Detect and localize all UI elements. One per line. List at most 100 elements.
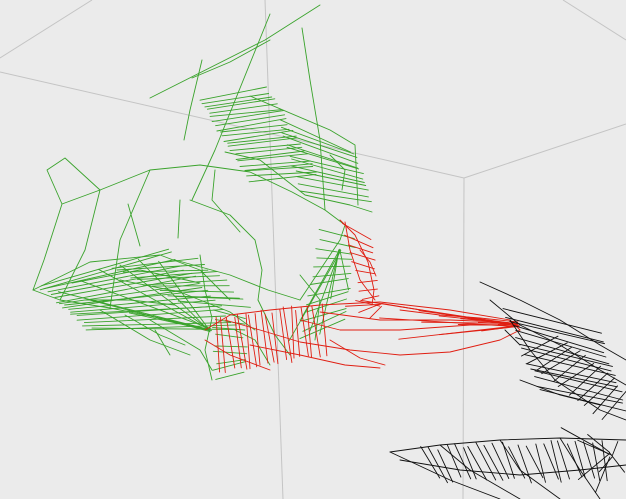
red-wireframe: [204, 219, 521, 373]
wire-segment: [491, 442, 510, 479]
wire-segment: [46, 157, 101, 205]
wire-segment: [50, 269, 184, 295]
green-wireframe: [32, 4, 373, 381]
wire-segment: [550, 440, 562, 483]
wire-segment: [345, 303, 382, 307]
wire-segment: [212, 361, 247, 371]
wire-segment: [517, 444, 532, 484]
wire-segment: [583, 377, 615, 406]
wire-segment: [224, 319, 521, 356]
wire-segment: [297, 183, 369, 198]
wire-segment: [351, 261, 375, 270]
wire-segment: [291, 165, 365, 183]
wire-segment: [475, 442, 497, 481]
wire-segment: [446, 444, 462, 478]
wire-segment: [608, 451, 626, 473]
wire-segment: [209, 109, 282, 117]
wire-segment: [536, 385, 623, 404]
wire-segment: [389, 437, 626, 453]
grid-line: [562, 0, 626, 41]
wire-segment: [282, 306, 293, 363]
wire-segment: [288, 250, 342, 342]
wire-segment: [359, 249, 377, 277]
wire-segment: [82, 322, 232, 327]
wire-segment: [592, 442, 601, 482]
wire-segment: [559, 437, 601, 499]
grid-line: [463, 123, 626, 179]
wire-segment: [483, 444, 504, 481]
wire-segment: [260, 309, 269, 364]
wire-segment: [515, 329, 607, 358]
wire-segment: [300, 248, 341, 320]
wire-segment: [312, 272, 352, 278]
wire-segment: [127, 203, 141, 247]
wire-segment: [553, 354, 586, 382]
wire-segment: [368, 306, 382, 320]
wire-segment: [611, 441, 619, 457]
wire-segment: [213, 309, 246, 320]
wire-segment: [116, 264, 205, 271]
wire-segment: [286, 144, 359, 169]
wire-segment: [355, 269, 376, 275]
wire-segment: [119, 279, 256, 331]
wire-segment: [502, 308, 602, 334]
wire-segment: [427, 446, 448, 484]
wire-segment: [177, 300, 251, 308]
wire-segment: [421, 321, 519, 325]
wire-segment: [568, 365, 602, 396]
wire-segment: [583, 441, 596, 479]
wire-segment: [556, 440, 570, 480]
wire-segment: [248, 173, 317, 183]
wire-segment: [339, 248, 349, 291]
wire-segment: [174, 259, 301, 301]
wire-segment: [502, 441, 515, 479]
wire-segment: [212, 326, 246, 331]
wire-segment: [225, 317, 236, 369]
wire-segment: [330, 249, 340, 300]
wire-segment: [137, 275, 220, 280]
grid-line: [0, 0, 93, 59]
wire-segment: [513, 324, 605, 354]
wire-segment: [357, 279, 378, 284]
wire-segment: [299, 318, 346, 340]
wire-segment: [420, 446, 441, 479]
wire-segment: [504, 329, 521, 346]
wire-segment: [315, 248, 353, 255]
wire-segment: [509, 321, 606, 345]
wire-segment: [235, 150, 305, 160]
wire-segment: [460, 318, 518, 324]
wire-segment: [291, 305, 295, 359]
wire-segment: [128, 312, 213, 332]
wire-segment: [489, 299, 626, 386]
wire-segment: [598, 456, 613, 473]
wire-segment: [524, 354, 616, 376]
wire-segment: [321, 303, 328, 357]
wire-segment: [301, 27, 326, 211]
wire-segment: [309, 278, 349, 285]
wire-segment: [300, 307, 309, 357]
wire-segment: [557, 363, 595, 387]
wire-segment: [212, 350, 248, 355]
wire-segment: [137, 258, 211, 333]
wire-segment: [64, 289, 209, 306]
wire-segment: [342, 223, 372, 240]
wire-segment: [295, 309, 301, 357]
wire-segment: [191, 13, 271, 201]
wire-segment: [234, 329, 271, 366]
wire-segment: [215, 316, 221, 373]
wire-segment: [515, 337, 610, 365]
wire-segment: [142, 279, 228, 286]
wire-segment: [566, 443, 583, 478]
wire-segment: [389, 451, 501, 499]
wire-segment: [227, 135, 297, 144]
wire-segment: [295, 170, 367, 186]
wire-segment: [234, 316, 242, 369]
wire-segment: [526, 342, 568, 365]
wire-segment: [349, 252, 376, 261]
wire-segment: [521, 335, 559, 357]
wire-segment: [206, 98, 276, 110]
wire-segment: [204, 339, 271, 371]
